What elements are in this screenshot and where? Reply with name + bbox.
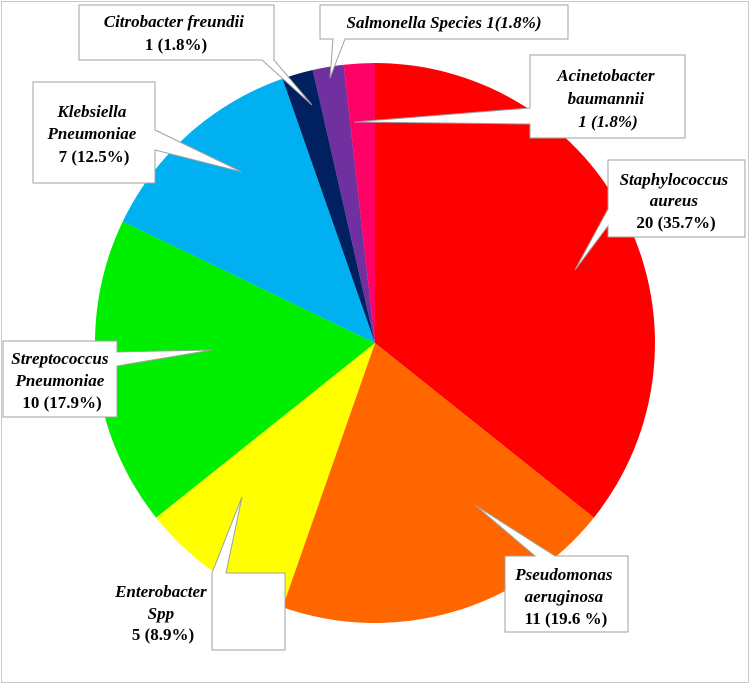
label-entero-line1: Enterobacter: [114, 582, 207, 601]
pie-slice-citrobacter-freundii: [282, 70, 375, 344]
label-kleb-line3: 7 (12.5%): [59, 147, 130, 166]
pie-slice-staphylococcus-aureus: [375, 63, 655, 518]
callout-pseudomonas: Pseudomonas aeruginosa 11 (19.6 %): [474, 504, 629, 633]
svg-text:Enterobacter Spp 5: Enterobacter Spp 5 (8.9%): [114, 582, 211, 644]
callout-enterobacter: Enterobacter Spp 5 (8.9%): [114, 496, 286, 651]
label-entero-line3: 5 (8.9%): [132, 625, 194, 644]
svg-text:Pseudomonas aeruginosa: Pseudomonas aeruginosa 11 (19.6 %): [514, 565, 617, 628]
label-staph-line2: aureus: [650, 191, 699, 210]
label-salmo-line1: Salmonella Species 1(1.8%): [346, 13, 541, 32]
pie-slice-streptococcus-pneumoniae: [95, 221, 376, 518]
label-pseudo-line2: aeruginosa: [525, 587, 604, 606]
label-kleb-line1: Klebsiella: [56, 102, 126, 121]
label-pseudo-line3: 11 (19.6 %): [525, 609, 608, 628]
callout-salmonella: Salmonella Species 1(1.8%): [319, 4, 569, 79]
svg-text:Staphylococcus aureus: Staphylococcus aureus 20 (35.7%): [620, 170, 733, 232]
callout-citrobacter: Citrobacter freundii 1 (1.8%): [78, 4, 313, 106]
pie-slice-salmonella-species-1: [312, 64, 375, 343]
label-entero-line2: Spp: [148, 604, 174, 623]
label-staph-line1: Staphylococcus: [620, 170, 729, 189]
label-staph-line3: 20 (35.7%): [636, 213, 715, 232]
svg-text:Salmonella Species 1(1.8%): Salmonella Species 1(1.8%): [346, 13, 541, 32]
label-pseudo-line1: Pseudomonas: [514, 565, 613, 584]
label-citro-line2: 1 (1.8%): [145, 35, 207, 54]
label-acine-line3: 1 (1.8%): [578, 112, 637, 131]
pie-slices: [95, 63, 655, 624]
svg-text:Acinetobacter baumannii: Acinetobacter baumannii 1 (1.8%): [556, 66, 659, 131]
pie-slice-acinetobacter-baumannii: [343, 63, 375, 343]
label-strep-line1: Streptococcus: [11, 349, 109, 368]
svg-text:Citrobacter freundii 1 (: Citrobacter freundii 1 (1.8%): [104, 12, 249, 54]
label-citro-line1: Citrobacter freundii: [104, 12, 245, 31]
label-kleb-line2: Pneumoniae: [46, 124, 136, 143]
callout-streptococcus: Streptococcus Pneumoniae 10 (17.9%): [2, 340, 213, 418]
pie-slice-enterobacter-spp: [156, 343, 375, 608]
svg-text:Klebsiella Pneumoniae: Klebsiella Pneumoniae 7 (12.5%): [46, 102, 140, 166]
pie-slice-pseudomonas-aeruginosa: [282, 343, 594, 624]
svg-text:Streptococcus Pneumoniae: Streptococcus Pneumoniae 10 (17.9%): [11, 349, 113, 412]
callout-acinetobacter: Acinetobacter baumannii 1 (1.8%): [353, 54, 686, 139]
label-strep-line3: 10 (17.9%): [22, 393, 101, 412]
label-acine-line1: Acinetobacter: [556, 66, 655, 85]
callout-staphylococcus: Staphylococcus aureus 20 (35.7%): [574, 159, 746, 271]
label-strep-line2: Pneumoniae: [14, 371, 104, 390]
callout-klebsiella: Klebsiella Pneumoniae 7 (12.5%): [32, 81, 243, 184]
label-acine-line2: baumannii: [568, 89, 645, 108]
